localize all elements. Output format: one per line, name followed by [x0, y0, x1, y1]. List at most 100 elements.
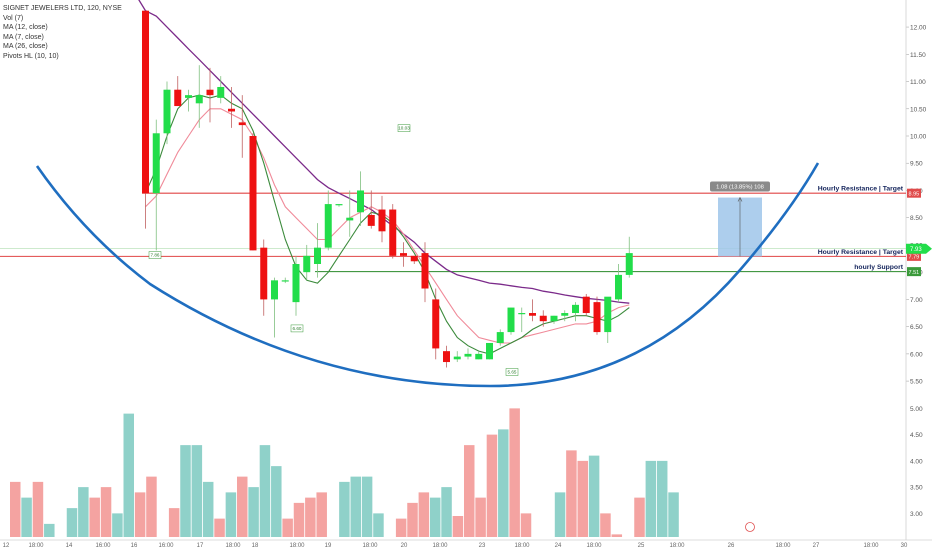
volume-bar: [429, 497, 441, 537]
candle-body: [185, 95, 192, 98]
price-tick-label: 6.00: [910, 351, 923, 358]
time-tick-label: 12: [3, 543, 10, 549]
ma26-line: [145, 10, 630, 304]
price-tick-label: 11.50: [910, 52, 926, 59]
candle-body: [464, 353, 472, 357]
volume-bar: [407, 502, 418, 537]
volume-bar: [146, 476, 157, 537]
price-tick-label: 8.50: [910, 215, 923, 222]
last-price-text: 7.93: [910, 247, 922, 253]
candle-body: [142, 10, 149, 194]
candle-body: [249, 136, 257, 251]
volume-bar: [475, 497, 486, 537]
volume-bar: [305, 497, 316, 537]
legend-ma7: MA (7, close): [3, 33, 44, 41]
volume-bar: [588, 455, 600, 537]
level-price-badge: [907, 251, 921, 261]
volume-bar: [123, 413, 134, 537]
candle-body: [582, 296, 590, 314]
price-tick-label: 7.00: [910, 297, 923, 304]
ma12-line: [145, 108, 630, 344]
level-price-badge-text: 7.79: [909, 255, 920, 261]
volume-tick-label: 5.00: [910, 406, 923, 413]
candle-body: [572, 304, 579, 314]
volume-bar: [134, 492, 146, 537]
volume-tick-label: 3.00: [910, 511, 923, 518]
pivot-label: 7.86: [151, 253, 160, 258]
time-tick-label: 30: [901, 543, 908, 549]
time-tick-label: 27: [813, 543, 820, 549]
pivot-box: [290, 324, 304, 333]
candle-body: [529, 313, 536, 316]
volume-bar: [373, 513, 384, 537]
level-price-badge: [907, 267, 921, 277]
candle-body: [228, 108, 235, 112]
candle-body: [486, 342, 493, 360]
time-tick-label: 18:00: [432, 543, 448, 549]
candle-body: [410, 255, 418, 262]
volume-bar: [645, 460, 657, 537]
volume-bar: [112, 513, 123, 537]
candle-body: [550, 315, 558, 322]
candle-body: [152, 133, 160, 194]
legend-vol: Vol (7): [3, 14, 24, 22]
candle-body: [507, 307, 515, 333]
volume-bar: [600, 513, 611, 537]
last-price-tag: [906, 243, 932, 254]
volume-bar: [237, 476, 248, 537]
time-tick-label: 24: [555, 543, 562, 549]
time-tick-label: 18: [252, 543, 259, 549]
volume-bar: [611, 534, 623, 537]
candle-body: [518, 313, 526, 315]
volume-tick-label: 4.00: [910, 458, 923, 465]
level-label: Hourly Resistance | Target: [818, 186, 904, 193]
candle-body: [195, 95, 203, 104]
candle-body: [593, 302, 601, 333]
volume-bar: [452, 516, 464, 537]
time-tick-label: 18:00: [28, 543, 44, 549]
volume-bar: [259, 445, 271, 537]
pivot-label: 5.65: [508, 369, 517, 374]
time-tick-label: 17: [197, 543, 204, 549]
volume-bar: [180, 445, 191, 537]
time-tick-label: 16:00: [95, 543, 111, 549]
volume-bar: [271, 466, 282, 537]
candle-body: [174, 89, 182, 107]
candle-body: [367, 214, 375, 226]
candle-body: [443, 351, 450, 363]
volume-bar: [418, 492, 430, 537]
target-label-bg: [710, 181, 770, 192]
time-tick-label: 18:00: [863, 543, 879, 549]
candle-body: [539, 315, 547, 322]
legend-ma26: MA (26, close): [3, 43, 48, 51]
volume-bar: [350, 476, 361, 537]
candle-body: [604, 296, 612, 333]
volume-bar: [566, 450, 577, 537]
candle-body: [281, 280, 289, 282]
legend-title: SIGNET JEWELERS LTD, 120, NYSE: [3, 5, 122, 12]
level-label: Hourly Resistance | Target: [818, 249, 904, 256]
volume-bar: [395, 518, 407, 537]
price-tick-label: 10.50: [910, 106, 927, 113]
volume-bar: [248, 487, 259, 537]
candle-body: [260, 247, 268, 300]
volume-bar: [78, 487, 89, 537]
candle-body: [357, 190, 364, 213]
candle-body: [453, 356, 461, 360]
volume-bar: [282, 518, 293, 537]
candle-body: [163, 89, 171, 134]
volume-bar: [554, 492, 566, 537]
candle-body: [303, 255, 311, 273]
volume-bar: [21, 497, 32, 537]
volume-bar: [316, 492, 327, 537]
candle-body: [314, 247, 321, 264]
time-tick-label: 18:00: [775, 543, 791, 549]
pivot-box: [148, 251, 162, 259]
time-tick-label: 18:00: [225, 543, 241, 549]
price-tick-label: 5.50: [910, 379, 923, 386]
candle-body: [625, 253, 633, 275]
level-price-badge: [907, 188, 921, 198]
candle-body: [324, 204, 332, 248]
time-tick-label: 20: [401, 543, 408, 549]
